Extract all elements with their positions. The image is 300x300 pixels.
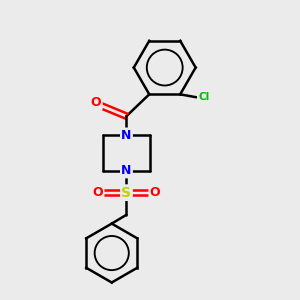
Text: Cl: Cl (198, 92, 209, 102)
Text: O: O (91, 96, 101, 109)
Text: N: N (121, 129, 132, 142)
Text: O: O (93, 186, 103, 199)
Text: O: O (150, 186, 160, 199)
Text: S: S (122, 186, 131, 200)
Text: N: N (121, 164, 132, 177)
